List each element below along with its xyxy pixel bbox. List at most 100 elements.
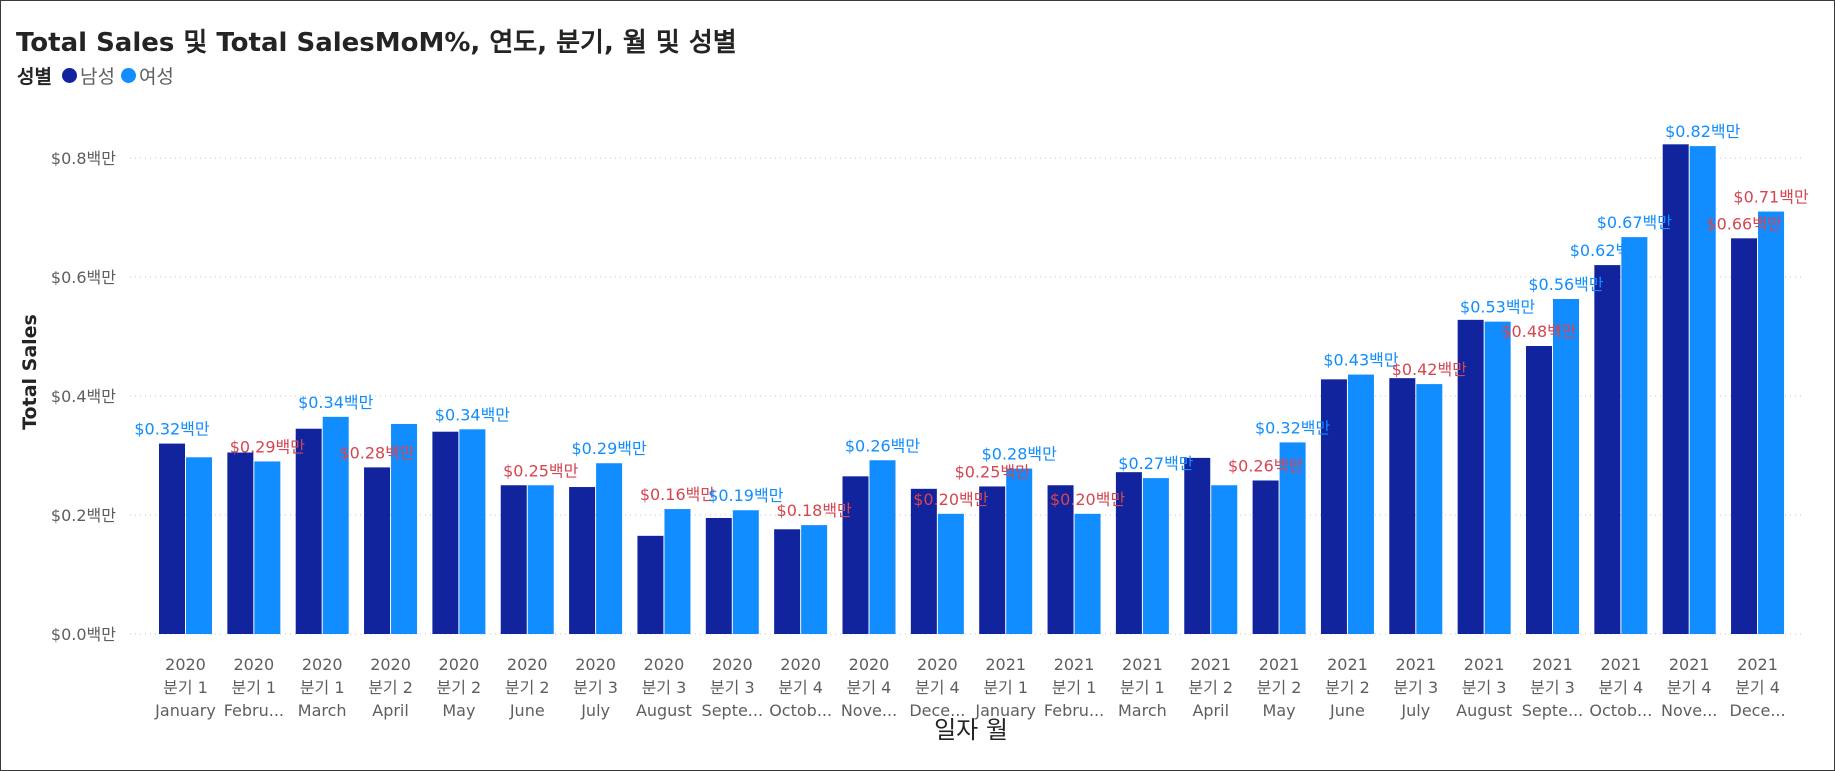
x-tick-year: 2021 xyxy=(1600,655,1641,674)
bar-male[interactable] xyxy=(1457,319,1484,634)
x-tick-year: 2021 xyxy=(985,655,1026,674)
x-tick-quarter: 분기 1 xyxy=(1052,678,1097,697)
bar-female[interactable] xyxy=(1006,468,1033,634)
bar-female[interactable] xyxy=(254,461,281,634)
bar-male[interactable] xyxy=(159,443,185,634)
bar-female[interactable] xyxy=(459,429,486,634)
x-tick-month: April xyxy=(372,701,409,720)
bar-male[interactable] xyxy=(432,431,459,634)
bar-female[interactable] xyxy=(1484,321,1511,634)
bar-female[interactable] xyxy=(1347,374,1374,634)
x-tick-year: 2021 xyxy=(1054,655,1095,674)
bar-male[interactable] xyxy=(774,529,801,634)
bar-male[interactable] xyxy=(979,486,1006,634)
x-tick-month: June xyxy=(509,701,545,720)
bar-female[interactable] xyxy=(1279,442,1306,634)
bar-female[interactable] xyxy=(1621,237,1648,634)
bar-female[interactable] xyxy=(664,509,691,634)
data-label: $0.43백만 xyxy=(1323,351,1399,370)
x-tick-month: April xyxy=(1192,701,1229,720)
x-tick-month: August xyxy=(636,701,692,720)
bar-female[interactable] xyxy=(732,510,759,634)
bar-female[interactable] xyxy=(596,463,623,634)
bar-male[interactable] xyxy=(364,467,391,634)
bar-female[interactable] xyxy=(1074,513,1101,634)
bar-male[interactable] xyxy=(910,488,937,634)
bars xyxy=(159,144,1785,635)
data-label: $0.29백만 xyxy=(571,439,647,458)
bar-male[interactable] xyxy=(637,535,664,634)
bar-female[interactable] xyxy=(937,513,964,634)
x-tick-year: 2021 xyxy=(1122,655,1163,674)
x-tick-month: June xyxy=(1329,701,1365,720)
bar-female[interactable] xyxy=(1553,299,1579,634)
bar-female[interactable] xyxy=(186,457,212,634)
data-label: $0.62백만 xyxy=(1570,241,1646,260)
x-tick-month: Nove... xyxy=(1661,701,1717,720)
bar-male[interactable] xyxy=(1662,144,1689,634)
y-axis-title: Total Sales xyxy=(19,314,41,430)
bar-male[interactable] xyxy=(842,476,869,634)
x-tick-quarter: 분기 1 xyxy=(983,678,1028,697)
x-tick-quarter: 분기 1 xyxy=(300,678,345,697)
legend-title: 성별 xyxy=(17,66,52,88)
bar-female[interactable] xyxy=(1416,384,1443,634)
data-label: $0.32백만 xyxy=(1255,418,1331,437)
data-label: $0.25백만 xyxy=(503,461,579,480)
bar-male[interactable] xyxy=(1047,485,1074,634)
x-tick-quarter: 분기 2 xyxy=(437,678,482,697)
bar-male[interactable] xyxy=(1320,379,1347,634)
bar-male[interactable] xyxy=(1184,457,1211,634)
bar-male[interactable] xyxy=(1731,238,1758,634)
bar-female[interactable] xyxy=(1758,211,1785,635)
bar-male[interactable] xyxy=(295,428,322,634)
data-label: $0.20백만 xyxy=(1050,490,1126,509)
legend-item-female[interactable]: 여성 xyxy=(120,62,174,89)
x-tick-quarter: 분기 3 xyxy=(642,678,687,697)
bar-female[interactable] xyxy=(801,525,828,634)
data-label: $0.28백만 xyxy=(982,445,1058,464)
x-tick-year: 2021 xyxy=(1395,655,1436,674)
x-tick-quarter: 분기 3 xyxy=(1393,678,1438,697)
data-label: $0.42백만 xyxy=(1392,360,1468,379)
bar-male[interactable] xyxy=(1252,480,1279,634)
x-tick-year: 2021 xyxy=(1464,655,1505,674)
bar-female[interactable] xyxy=(527,485,554,634)
bar-female[interactable] xyxy=(1142,478,1169,634)
x-tick-month: Febru... xyxy=(224,701,284,720)
bar-male[interactable] xyxy=(1115,472,1142,634)
x-tick-month: January xyxy=(154,701,216,720)
bar-male[interactable] xyxy=(1594,265,1621,634)
data-label: $0.66백만 xyxy=(1706,214,1782,233)
legend-item-male[interactable]: 남성 xyxy=(61,62,115,89)
x-tick-month: May xyxy=(442,701,475,720)
bar-male[interactable] xyxy=(227,452,254,634)
x-tick-year: 2021 xyxy=(1669,655,1710,674)
bar-male[interactable] xyxy=(569,487,596,634)
data-label: $0.19백만 xyxy=(708,486,784,505)
bar-male[interactable] xyxy=(1389,378,1416,634)
bar-female[interactable] xyxy=(322,416,349,634)
bar-female[interactable] xyxy=(1689,146,1716,634)
x-tick-year: 2020 xyxy=(575,655,616,674)
bar-female[interactable] xyxy=(391,423,418,634)
data-label: $0.34백만 xyxy=(435,405,511,424)
data-label: $0.20백만 xyxy=(913,490,989,509)
legend: 성별 남성 여성 xyxy=(17,62,180,89)
x-tick-year: 2020 xyxy=(849,655,890,674)
x-tick-month: May xyxy=(1263,701,1296,720)
bar-female[interactable] xyxy=(1211,485,1238,634)
legend-label-male: 남성 xyxy=(79,66,115,88)
bar-male[interactable] xyxy=(705,517,732,634)
bar-female[interactable] xyxy=(869,460,896,634)
x-tick-quarter: 분기 4 xyxy=(1598,678,1643,697)
data-label: $0.56백만 xyxy=(1528,275,1604,294)
x-tick-quarter: 분기 2 xyxy=(368,678,413,697)
data-label: $0.26백만 xyxy=(1228,456,1304,475)
bar-male[interactable] xyxy=(500,485,527,634)
data-label: $0.18백만 xyxy=(777,501,853,520)
bar-male[interactable] xyxy=(1526,346,1552,634)
x-tick-quarter: 분기 4 xyxy=(778,678,823,697)
x-tick-year: 2020 xyxy=(712,655,753,674)
x-tick-quarter: 분기 1 xyxy=(231,678,276,697)
